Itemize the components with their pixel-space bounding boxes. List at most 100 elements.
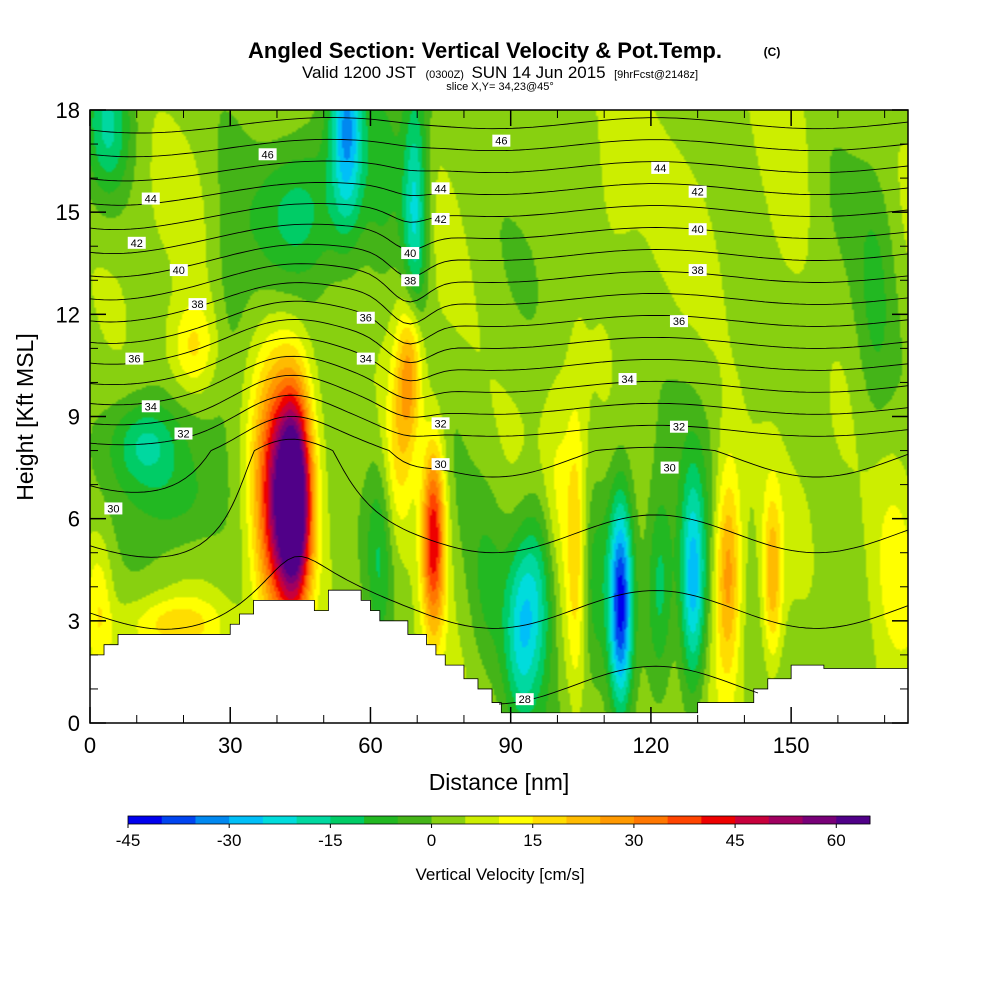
x-axis: 0 30 60 90 120 150	[84, 110, 886, 758]
theta-contour-line	[90, 438, 908, 558]
svg-text:44: 44	[654, 163, 666, 175]
theta-contour-label: 40	[688, 223, 707, 236]
theta-contour-label: 30	[104, 502, 123, 515]
y-tick-label: 0	[68, 711, 80, 736]
colorbar-swatch	[128, 816, 163, 824]
theta-contour-label: 36	[669, 315, 688, 328]
chart-subtitle: Valid 1200 JST (0300Z) SUN 14 Jun 2015 […	[302, 63, 698, 82]
theta-contours	[90, 117, 908, 705]
theta-contour-label: 40	[169, 264, 188, 277]
x-tick-label: 120	[633, 733, 670, 758]
colorbar-frame	[127, 815, 871, 825]
svg-text:30: 30	[107, 503, 119, 515]
svg-text:32: 32	[434, 418, 446, 430]
colorbar-swatch	[364, 816, 399, 824]
theta-contour-labels: 30 32 34 36 38 40 42 44 46 36 34 38 40 42 44 46 32 30 28 44…	[104, 134, 707, 706]
theta-contour-label: 34	[356, 352, 375, 366]
theta-contour-label: 28	[515, 693, 534, 706]
svg-text:46: 46	[495, 136, 507, 148]
x-tick-label: 150	[773, 733, 810, 758]
x-tick-label: 0	[84, 733, 96, 758]
svg-text:40: 40	[692, 224, 704, 236]
colorbar-tick-label: 0	[427, 831, 436, 850]
x-tick-label: 30	[218, 733, 242, 758]
svg-text:36: 36	[673, 316, 685, 328]
theta-contour-label: 32	[174, 427, 193, 441]
theta-contour-label: 34	[141, 400, 160, 413]
colorbar-title: Vertical Velocity [cm/s]	[415, 865, 584, 884]
colorbar-swatch	[465, 816, 500, 824]
theta-contour-line	[90, 374, 908, 426]
colorbar-swatch	[768, 816, 804, 824]
theta-contour-line	[90, 263, 908, 303]
theta-contour-label: 38	[188, 298, 207, 311]
colorbar-swatch	[499, 816, 534, 824]
svg-text:30: 30	[663, 463, 675, 475]
theta-contour-label: 46	[492, 134, 511, 148]
theta-contour-label: 44	[651, 161, 670, 175]
colorbar-tick-label: -30	[217, 831, 242, 850]
terrain-outline	[90, 589, 908, 714]
svg-text:40: 40	[173, 265, 185, 277]
svg-text:32: 32	[177, 429, 189, 441]
slice-label: slice X,Y= 34,23@45°	[446, 81, 554, 93]
theta-contour-label: 32	[669, 420, 688, 434]
colorbar-swatch	[566, 816, 601, 824]
theta-contour-label: 30	[431, 458, 450, 471]
colorbar-ticks: -45 -30 -15 0 15 30 45 60	[116, 824, 846, 850]
theta-contour-label: 30	[660, 461, 679, 475]
colorbar-swatch	[667, 816, 702, 824]
theta-contour-label: 36	[356, 311, 375, 325]
colorbar-swatch	[802, 816, 837, 824]
colorbar-swatch	[229, 816, 264, 824]
subtitle-zulu: (0300Z)	[425, 69, 464, 81]
colorbar-swatch	[330, 816, 365, 824]
x-axis-label: Distance [nm]	[429, 769, 570, 795]
svg-text:40: 40	[404, 248, 416, 260]
x-tick-label: 90	[498, 733, 522, 758]
colorbar-tick-label: 45	[726, 831, 745, 850]
svg-text:38: 38	[692, 265, 704, 277]
theta-contour-line	[90, 282, 908, 325]
svg-text:46: 46	[261, 149, 273, 161]
subtitle-date: SUN 14 Jun 2015	[471, 63, 605, 82]
colorbar-tick-label: 30	[624, 831, 643, 850]
svg-text:42: 42	[131, 238, 143, 250]
theta-contour-label: 42	[127, 236, 146, 250]
plot-area: 30 32 34 36 38 40 42 44 46 36 34 38 40 42 44 46 32 30 28 44…	[90, 110, 908, 723]
theta-contour-label: 38	[688, 264, 707, 277]
svg-text:34: 34	[360, 354, 372, 366]
colorbar-swatch	[296, 816, 331, 824]
svg-text:44: 44	[434, 183, 446, 195]
theta-contour-line	[90, 160, 908, 182]
y-tick-label: 12	[56, 302, 80, 327]
svg-text:36: 36	[360, 313, 372, 325]
svg-text:36: 36	[128, 354, 140, 366]
colorbar-tick-label: -15	[318, 831, 343, 850]
colorbar-swatch	[633, 816, 669, 824]
colorbar-swatch	[195, 816, 230, 824]
theta-contour-label: 42	[431, 212, 450, 226]
svg-text:30: 30	[434, 459, 446, 471]
colorbar-swatch	[262, 816, 298, 824]
theta-contour-line	[90, 243, 908, 278]
theta-contour-line	[90, 415, 908, 493]
chart-title: Angled Section: Vertical Velocity & Pot.…	[248, 38, 722, 63]
colorbar-swatch	[836, 816, 871, 824]
y-tick-label: 15	[56, 200, 80, 225]
y-tick-label: 3	[68, 609, 80, 634]
subtitle-prefix: Valid 1200 JST	[302, 63, 416, 82]
svg-text:38: 38	[404, 275, 416, 287]
svg-text:42: 42	[434, 214, 446, 226]
svg-text:38: 38	[191, 299, 203, 311]
svg-text:42: 42	[692, 187, 704, 199]
y-axis-label: Height [Kft MSL]	[12, 333, 38, 500]
theta-contour-label: 44	[431, 182, 450, 195]
chart-title-mark: (C)	[764, 45, 781, 59]
theta-contour-label: 38	[401, 274, 420, 287]
colorbar-swatch	[701, 816, 736, 824]
theta-contour-line	[90, 223, 908, 255]
svg-text:44: 44	[145, 194, 157, 206]
theta-contour-line	[90, 319, 908, 365]
